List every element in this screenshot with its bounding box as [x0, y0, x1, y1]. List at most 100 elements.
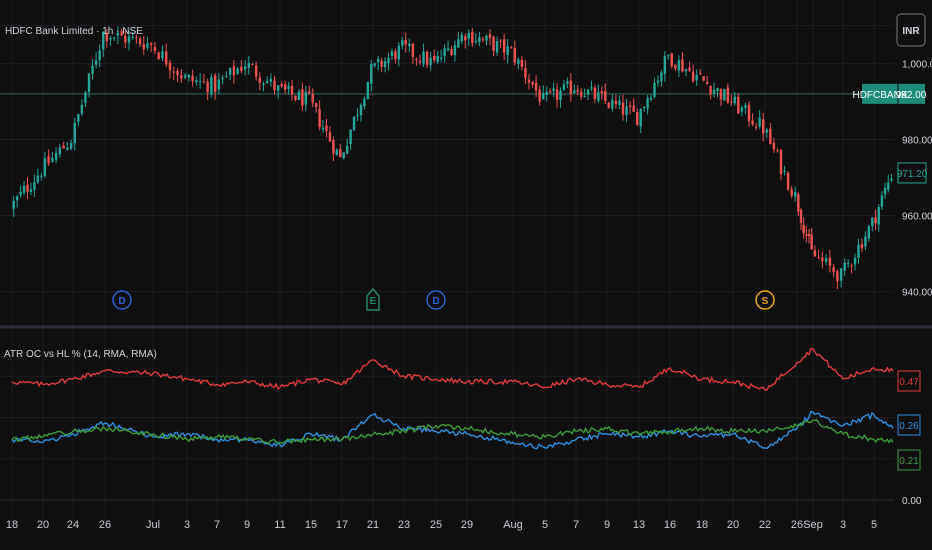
- candle: [600, 86, 604, 100]
- candle: [51, 152, 54, 163]
- candle: [149, 42, 153, 53]
- x-tick-label: Sep: [803, 519, 823, 531]
- candle: [702, 76, 705, 82]
- currency-button[interactable]: INR: [896, 13, 926, 47]
- event-marker[interactable]: D: [426, 290, 446, 310]
- candle: [506, 38, 509, 64]
- candle: [176, 68, 179, 83]
- candle: [545, 86, 548, 102]
- candle: [684, 68, 688, 77]
- candle: [765, 127, 768, 139]
- x-tick-label: 20: [37, 519, 49, 531]
- candle: [705, 75, 709, 85]
- candle: [805, 226, 808, 243]
- candle: [116, 26, 120, 45]
- candle: [726, 83, 730, 105]
- candle: [555, 83, 559, 108]
- candle: [308, 85, 311, 95]
- candle: [478, 31, 481, 47]
- candle: [62, 141, 65, 149]
- candle: [562, 80, 566, 92]
- y-tick-label: 940.00: [902, 288, 932, 299]
- candle: [744, 102, 747, 115]
- candle: [373, 62, 376, 68]
- candle: [810, 228, 813, 250]
- candle: [625, 98, 628, 123]
- candle: [730, 94, 733, 107]
- x-tick-label: 16: [664, 519, 676, 531]
- candle: [29, 183, 33, 195]
- candle: [614, 94, 618, 109]
- candle: [769, 122, 772, 145]
- candle: [113, 37, 116, 42]
- candle: [443, 44, 446, 63]
- candle: [40, 172, 43, 181]
- candle: [663, 51, 667, 82]
- candle: [77, 113, 80, 127]
- indicator-value-tag: 0.21: [897, 449, 921, 471]
- event-marker[interactable]: S: [755, 290, 775, 310]
- candle: [359, 103, 363, 122]
- candle: [520, 56, 524, 71]
- candle: [751, 113, 754, 127]
- candle: [301, 82, 304, 111]
- candle: [314, 102, 318, 113]
- candle: [646, 94, 649, 115]
- candle: [153, 41, 157, 55]
- candle: [495, 36, 499, 56]
- candle: [157, 51, 160, 60]
- indicator-value: 0.47: [899, 377, 919, 388]
- x-axis: 18 20 24 26 Jul 3 7 9 11 15 17 21 23 25 29 Aug 5 7 9 13 16 18…: [6, 519, 877, 531]
- candle: [418, 54, 422, 65]
- candle: [183, 73, 187, 79]
- x-tick-label: 9: [244, 519, 250, 531]
- candle: [225, 71, 228, 78]
- candle: [733, 92, 736, 106]
- x-tick-label: 7: [214, 519, 220, 531]
- candle: [397, 42, 401, 67]
- candle: [12, 195, 15, 218]
- price-candles: [12, 26, 893, 290]
- indicator-lines: [11, 347, 894, 450]
- candle: [380, 57, 383, 73]
- event-marker-letter: D: [118, 296, 125, 307]
- x-tick-label: 11: [274, 519, 285, 531]
- candle: [168, 59, 172, 79]
- candle: [180, 69, 183, 83]
- candle: [747, 101, 751, 127]
- ticker-symbol: HDFCBANK: [852, 90, 907, 101]
- x-tick-label: 29: [461, 519, 473, 531]
- last-price-tag: 971.20: [897, 162, 928, 184]
- candle: [618, 95, 621, 110]
- candle: [723, 88, 726, 101]
- candle: [586, 88, 590, 101]
- x-tick-label: 9: [604, 519, 610, 531]
- candle: [87, 73, 91, 98]
- event-marker[interactable]: E: [366, 287, 380, 311]
- candle: [524, 60, 527, 84]
- candle: [408, 38, 411, 53]
- candle: [860, 238, 864, 253]
- indicator-value-tag: 0.26: [897, 414, 921, 436]
- x-tick-label: 24: [67, 519, 79, 531]
- candle: [737, 93, 740, 114]
- candle: [817, 249, 820, 260]
- x-tick-label: 13: [633, 519, 645, 531]
- indicator-value: 0.21: [899, 456, 919, 467]
- candle: [54, 147, 58, 164]
- candle: [265, 76, 269, 84]
- candle: [47, 149, 50, 166]
- candle: [287, 81, 290, 95]
- candle: [883, 182, 887, 199]
- candle: [597, 84, 600, 103]
- event-marker[interactable]: D: [112, 290, 132, 310]
- candle: [590, 80, 593, 92]
- candle: [709, 85, 712, 100]
- candle: [677, 55, 681, 77]
- candle: [836, 269, 839, 290]
- candle: [660, 70, 663, 87]
- candle: [366, 81, 370, 100]
